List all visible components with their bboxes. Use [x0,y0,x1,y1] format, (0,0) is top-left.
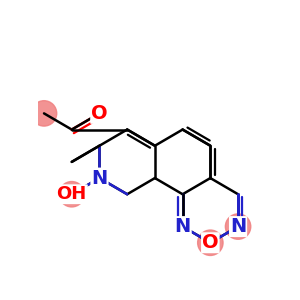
Circle shape [225,214,251,239]
Circle shape [31,101,57,126]
Text: O: O [202,233,219,252]
Text: N: N [91,169,108,188]
Circle shape [198,230,223,256]
Text: N: N [175,217,191,236]
Text: N: N [230,217,246,236]
Text: O: O [91,104,108,123]
Text: OH: OH [57,185,87,203]
Circle shape [59,182,85,207]
